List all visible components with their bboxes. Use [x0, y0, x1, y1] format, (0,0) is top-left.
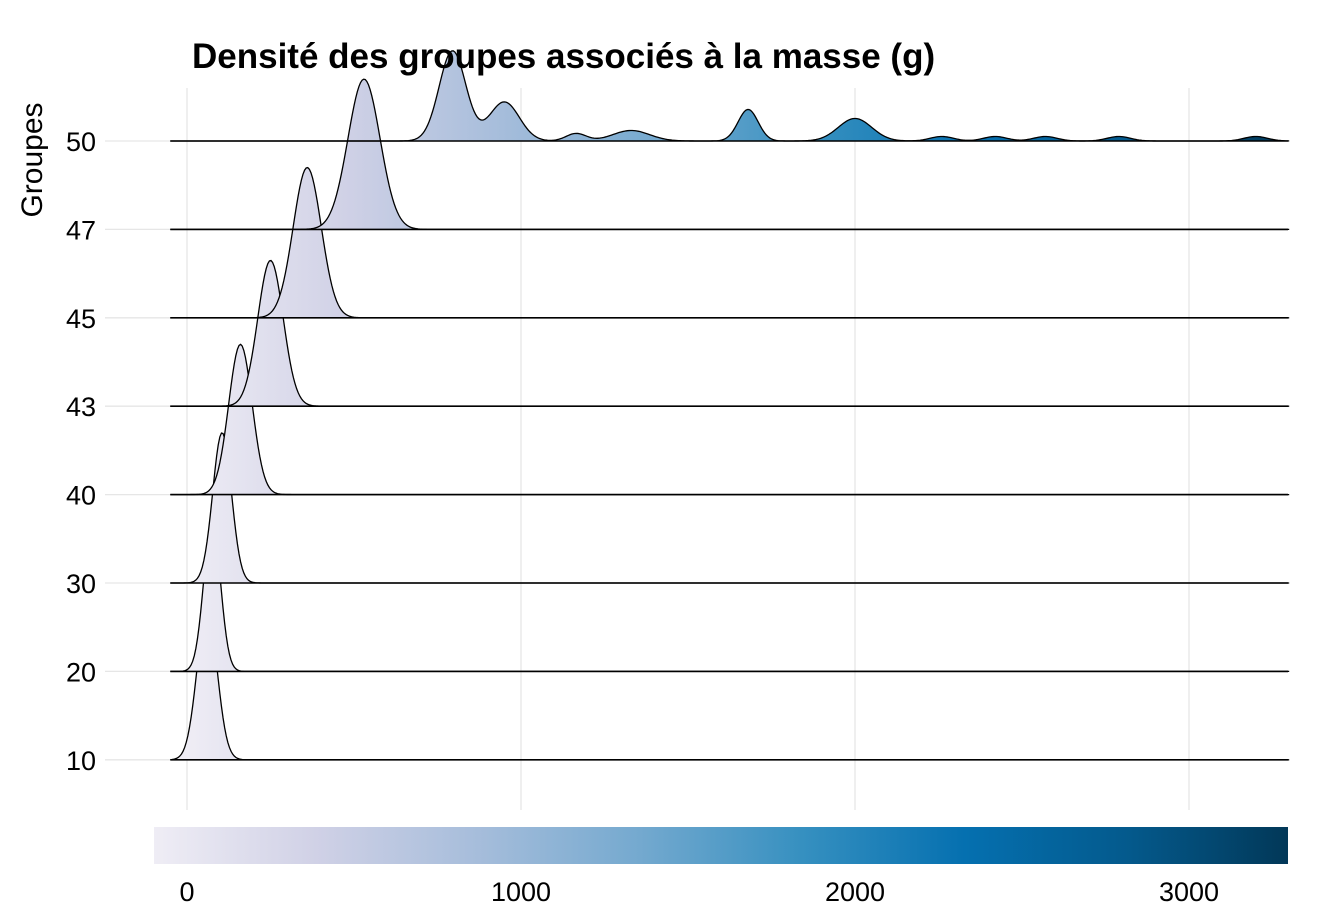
y-tick-label: 40 [66, 481, 96, 511]
colorbar-tick-label: 1000 [491, 877, 551, 907]
ridge-outline [170, 166, 1290, 319]
colorbar-tick-labels: 0 1000 2000 3000 [179, 877, 1219, 907]
ridge-fill [170, 260, 1290, 407]
ridge-outline [170, 50, 1290, 142]
colorbar-legend: 0 1000 2000 3000 [154, 827, 1288, 907]
gridlines [105, 88, 1288, 810]
ridge-group-40 [170, 343, 1290, 496]
ridge-group-47 [170, 78, 1290, 231]
ridge-fill [170, 521, 1290, 672]
ridge-group-20 [170, 519, 1290, 673]
ridge-outline [170, 432, 1290, 584]
ridge-fill [170, 50, 1290, 141]
ridge-outline [170, 78, 1290, 231]
ridge-fill [170, 433, 1290, 583]
ridge-outline [170, 259, 1290, 407]
y-tick-label: 43 [66, 392, 96, 422]
y-tick-label: 10 [66, 746, 96, 776]
colorbar-tick-label: 2000 [825, 877, 885, 907]
y-axis-tick-labels: 10 20 30 40 43 45 47 50 [66, 127, 96, 776]
colorbar-tick-label: 0 [179, 877, 194, 907]
colorbar-bar [154, 827, 1288, 864]
ridge-group-10 [170, 608, 1290, 761]
ridge-group-30 [170, 432, 1290, 584]
ridge-outline [170, 608, 1290, 761]
ridge-fill [170, 344, 1290, 495]
y-tick-label: 30 [66, 569, 96, 599]
ridge-group-43 [170, 259, 1290, 408]
ridge-fill [170, 79, 1290, 230]
chart-title: Densité des groupes associés à la masse … [192, 37, 935, 76]
ridge-fill [170, 609, 1290, 760]
colorbar-tick-label: 3000 [1159, 877, 1219, 907]
ridge-outline [170, 343, 1290, 496]
ridge-group-45 [170, 166, 1290, 319]
y-tick-label: 20 [66, 657, 96, 687]
ridge-outline [170, 519, 1290, 673]
y-tick-label: 45 [66, 304, 96, 334]
ridge-group-50 [170, 50, 1290, 142]
y-axis-label: Groupes [16, 102, 49, 217]
ridges [170, 50, 1290, 761]
y-tick-label: 50 [66, 127, 96, 157]
ridge-fill [170, 167, 1290, 318]
y-tick-label: 47 [66, 215, 96, 245]
